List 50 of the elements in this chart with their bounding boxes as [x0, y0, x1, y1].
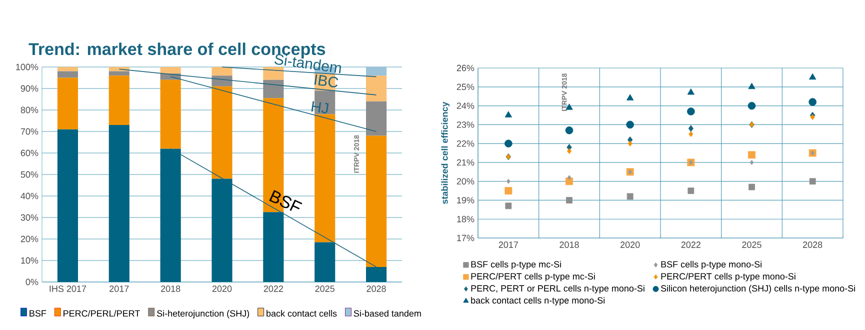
annotation: BSF — [269, 190, 302, 211]
x-tick-label: 2022 — [681, 242, 700, 248]
y-tick-label: 24% — [456, 102, 474, 109]
y-tick-label: 60% — [20, 150, 38, 156]
x-tick-label: IHS 2017 — [50, 286, 86, 292]
x-tick-label: 2028 — [366, 286, 386, 292]
legend-label: PERC/PERL/PERT — [64, 310, 140, 317]
x-tick-label: 2025 — [742, 242, 762, 248]
x-tick-label: 2018 — [161, 286, 180, 292]
legend-label: Si-heterojunction (SHJ) — [156, 310, 250, 318]
y-tick-label: 30% — [20, 214, 38, 221]
legend-label: Si-based tandem — [354, 310, 421, 317]
y-tick-label: 100% — [16, 64, 38, 70]
y-tick-label: 10% — [21, 257, 38, 264]
y-tick-label: 25% — [456, 84, 474, 90]
legend-label: PERC/PERT cells p-type mc-Si — [471, 272, 595, 282]
y-tick-label: 26% — [456, 64, 474, 72]
x-tick-label: 2020 — [212, 286, 232, 292]
legend-label: back contact cells n-type mono-Si — [471, 296, 605, 306]
y-tick-label: 50% — [20, 171, 38, 178]
y-tick-label: 20% — [456, 178, 474, 185]
legend-label: BSF — [30, 310, 46, 317]
y-tick-label: 21% — [456, 159, 474, 166]
y-tick-label: 90% — [20, 85, 38, 92]
y-tick-label: 20% — [20, 236, 38, 242]
x-tick-label: 2020 — [620, 242, 640, 248]
annotation: IBC — [314, 74, 338, 88]
annotation: HJ — [311, 101, 329, 114]
y-tick-label: 19% — [457, 197, 474, 204]
legend-label: BSF cells p-type mc-Si — [471, 260, 561, 270]
x-tick-label: 2017 — [498, 242, 518, 248]
y-tick-label: 40% — [20, 192, 38, 200]
x-tick-label: 2018 — [560, 242, 579, 248]
y-tick-label: 22% — [456, 140, 474, 147]
legend-label: Silicon heterojunction (SHJ) cells n-type mono-Si — [660, 284, 855, 294]
y-tick-label: 80% — [20, 106, 38, 114]
y-tick-label: 70% — [20, 128, 38, 135]
legend-label: PERC/PERT cells p-type mono-Si — [661, 272, 796, 282]
x-tick-label: 2025 — [315, 286, 334, 292]
x-tick-label: 2017 — [110, 286, 129, 292]
y-tick-label: 17% — [457, 234, 474, 242]
y-tick-label: 18% — [457, 216, 474, 222]
y-tick-label: 23% — [456, 121, 474, 128]
y-axis-title: stabilized cell efficiency — [441, 102, 450, 204]
y-tick-label: 0% — [26, 278, 38, 286]
x-tick-label: 2028 — [803, 242, 822, 248]
x-tick-label: 2022 — [264, 286, 283, 292]
legend-label: back contact cells — [266, 310, 337, 317]
legend-label: BSF cells p-type mono-Si — [661, 260, 762, 270]
legend-label: PERC, PERT or PERL cells n-type mono-Si — [471, 284, 644, 294]
